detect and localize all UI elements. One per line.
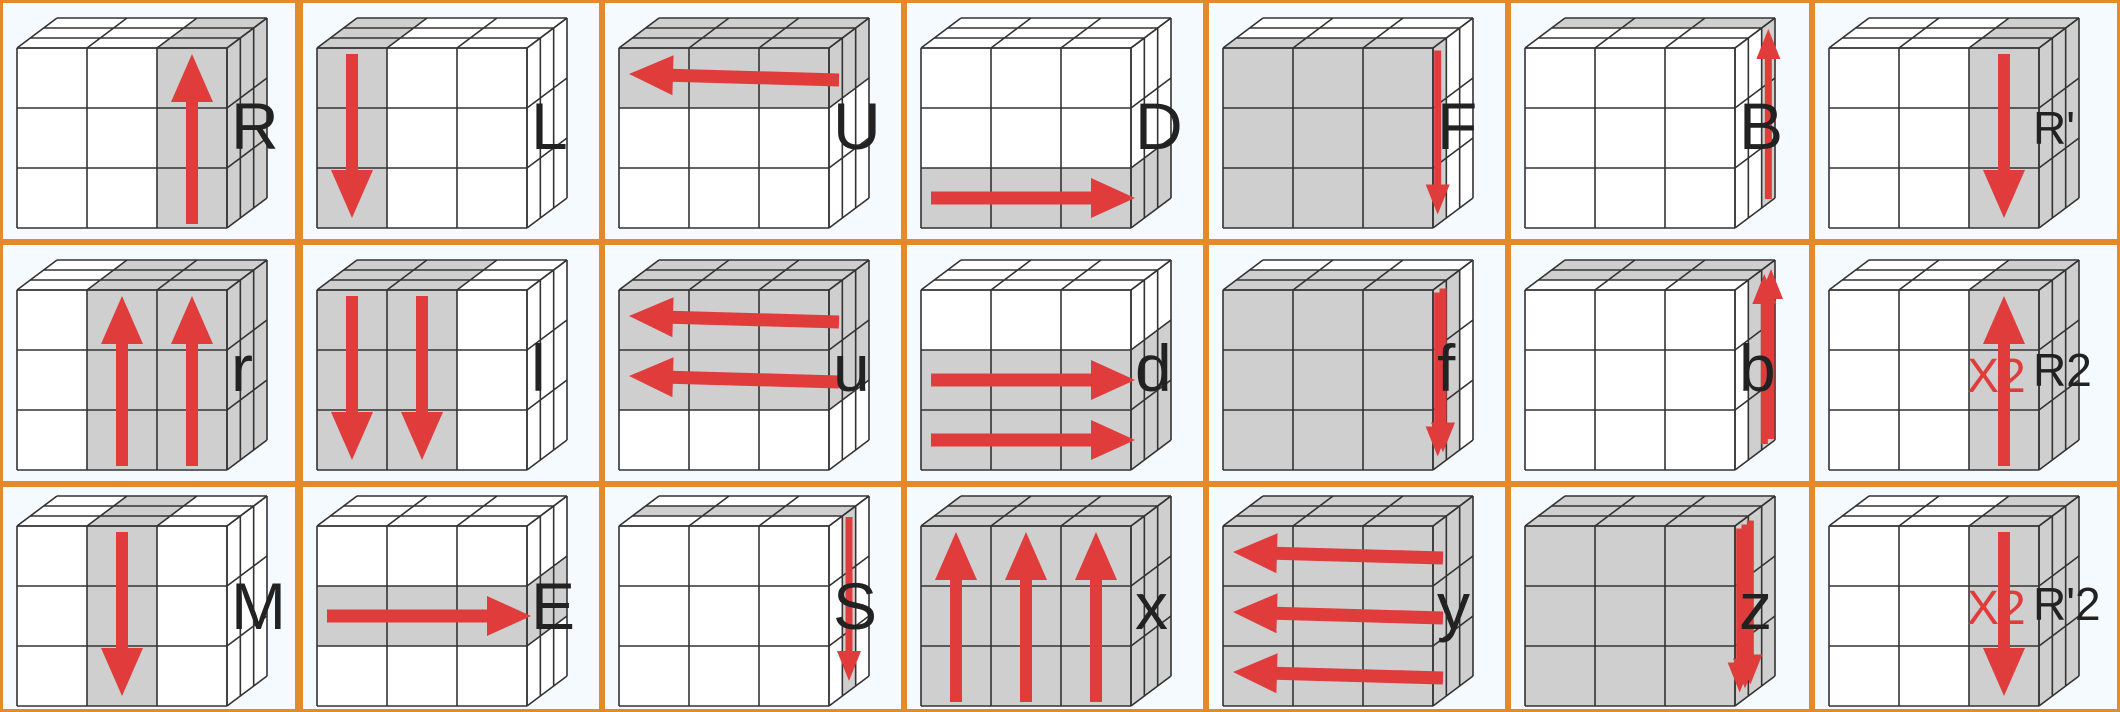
move-label: u <box>833 335 870 401</box>
move-label: D <box>1135 93 1183 159</box>
shaded-top-region <box>1223 38 1446 48</box>
shaded-top-region <box>632 506 855 516</box>
move-label: B <box>1739 93 1783 159</box>
repeat-x2-label: X2 <box>1967 353 2026 401</box>
move-cell-d: d <box>907 245 1203 481</box>
move-label: r <box>231 335 253 401</box>
move-cell-e: E <box>303 487 599 709</box>
move-label: l <box>531 335 546 401</box>
move-label: z <box>1739 573 1772 639</box>
shaded-top-region <box>619 18 869 48</box>
move-cell-rp2: R'2 X2 <box>1815 487 2117 709</box>
shaded-top-region <box>1525 496 1775 526</box>
move-cell-f: F <box>1209 3 1505 239</box>
move-cell-s: S <box>605 487 901 709</box>
repeat-x2-label: X2 <box>1967 585 2026 633</box>
move-cell-f: f <box>1209 245 1505 481</box>
move-label: L <box>531 93 568 159</box>
move-label: E <box>531 573 575 639</box>
move-label: y <box>1437 573 1470 639</box>
move-label: R' <box>2033 105 2075 151</box>
move-cell-r: R <box>3 3 295 239</box>
move-cell-l: l <box>303 245 599 481</box>
move-cell-y: y <box>1209 487 1505 709</box>
shaded-top-region <box>1223 496 1473 526</box>
move-label: x <box>1135 573 1168 639</box>
move-label: S <box>833 573 877 639</box>
move-label: M <box>231 573 286 639</box>
move-label: d <box>1135 335 1172 401</box>
move-label: R <box>231 93 279 159</box>
shaded-top-region <box>619 260 869 290</box>
shaded-face-region <box>1223 290 1433 470</box>
cube-diagram <box>1209 245 1505 481</box>
move-cell-d: D <box>907 3 1203 239</box>
move-label: F <box>1437 93 1477 159</box>
move-cell-z: z <box>1511 487 1809 709</box>
move-cell-x: x <box>907 487 1203 709</box>
shaded-top-region <box>921 496 1171 526</box>
shaded-top-region <box>1552 18 1775 28</box>
move-cell-m: M <box>3 487 295 709</box>
move-label: f <box>1437 335 1455 401</box>
move-label: U <box>833 93 881 159</box>
move-cell-b: b <box>1511 245 1809 481</box>
move-cell-rp: R' <box>1815 3 2117 239</box>
move-cell-u: u <box>605 245 901 481</box>
move-cell-b: B <box>1511 3 1809 239</box>
cube-diagram <box>303 245 599 481</box>
shaded-face-region <box>1525 526 1735 706</box>
move-label: R'2 <box>2033 581 2101 627</box>
move-label: b <box>1739 335 1776 401</box>
move-cell-r2: R2 X2 <box>1815 245 2117 481</box>
move-cell-r: r <box>3 245 295 481</box>
move-cell-l: L <box>303 3 599 239</box>
shaded-face-region <box>1223 48 1433 228</box>
move-cell-u: U <box>605 3 901 239</box>
move-label: R2 <box>2033 347 2092 393</box>
